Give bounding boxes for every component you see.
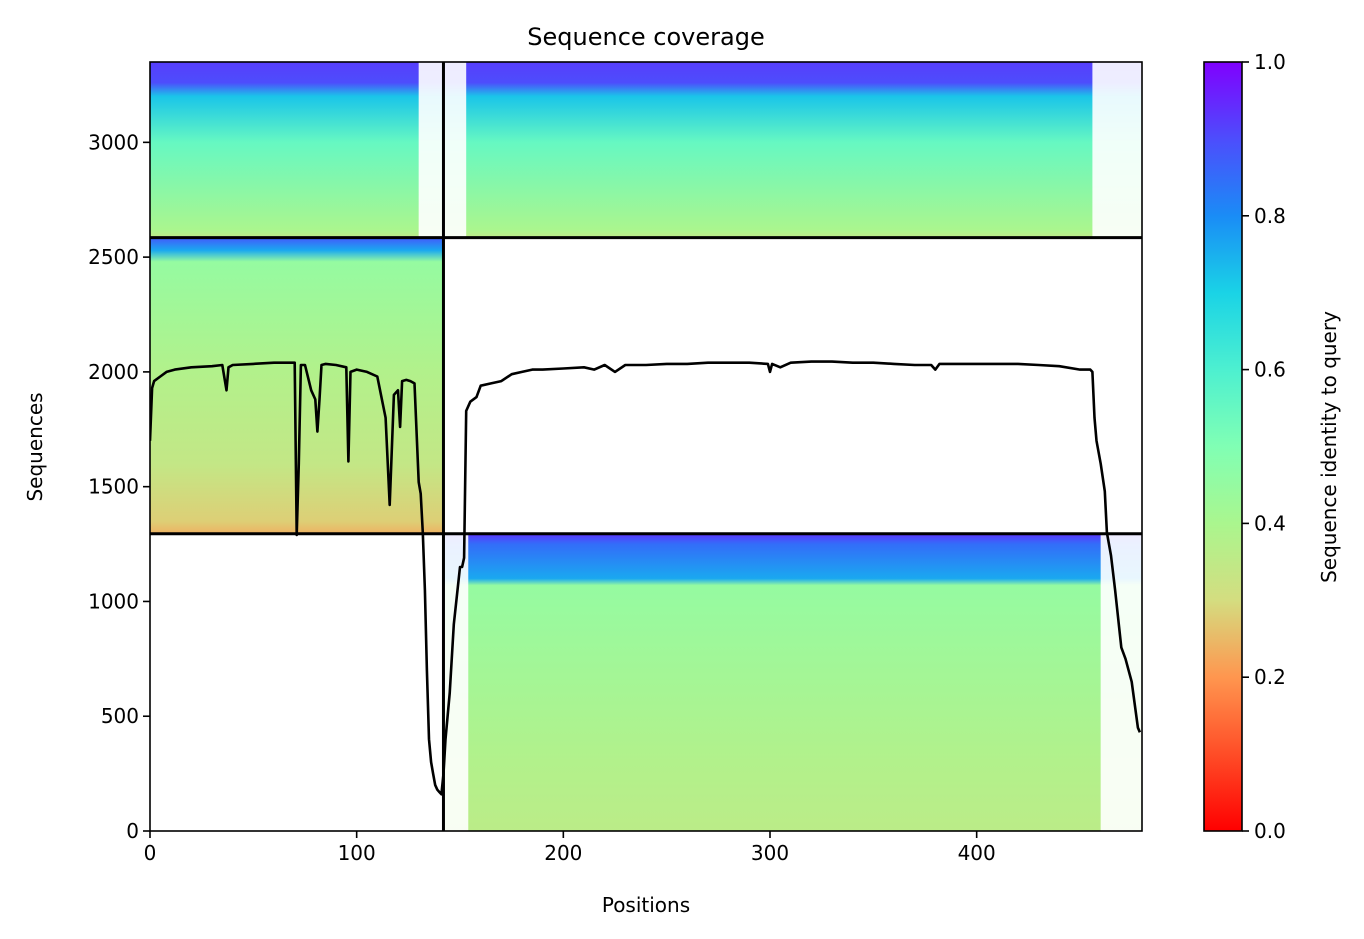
coverage-block-bottom-right (443, 533, 1142, 831)
plot-frame (149, 61, 1143, 832)
colorbar-tick-label: 1.0 (1254, 50, 1286, 74)
colorbar-tick-label: 0.2 (1254, 665, 1286, 689)
y-tick-label: 2500 (88, 245, 139, 269)
coverage-gap (1100, 533, 1142, 831)
x-tick-label: 300 (751, 841, 789, 865)
colorbar-tick-label: 0.6 (1254, 358, 1286, 382)
y-tick-label: 3000 (88, 130, 139, 154)
colorbar-tick-label: 0.8 (1254, 204, 1286, 228)
colorbar-label: Sequence identity to query (1317, 311, 1341, 583)
chart-title: Sequence coverage (527, 23, 764, 51)
x-axis-label: Positions (602, 893, 690, 917)
x-tick-label: 200 (544, 841, 582, 865)
y-tick-label: 1000 (88, 589, 139, 613)
y-tick-label: 2000 (88, 360, 139, 384)
colorbar (1203, 61, 1243, 832)
coverage-gap (443, 62, 467, 238)
coverage-gap (418, 62, 444, 238)
coverage-block-top-full (150, 62, 1142, 238)
colorbar-tick-label: 0.0 (1254, 819, 1286, 843)
x-axis-ticks: 0 100 200 300 400 (144, 831, 996, 865)
coverage-line-layer (150, 360, 1142, 796)
x-tick-label: 100 (338, 841, 376, 865)
y-tick-label: 0 (126, 819, 139, 843)
y-tick-label: 500 (101, 704, 139, 728)
coverage-gap (443, 533, 469, 831)
boundary-lines (150, 62, 1142, 831)
coverage-gap (1092, 62, 1142, 238)
y-axis-ticks: 0 500 1000 1500 2000 2500 3000 (88, 130, 150, 843)
y-tick-label: 1500 (88, 475, 139, 499)
colorbar-ticks: 0.0 0.2 0.4 0.6 0.8 1.0 (1242, 50, 1286, 843)
x-tick-label: 0 (144, 841, 157, 865)
colorbar-tick-label: 0.4 (1254, 511, 1286, 535)
x-tick-label: 400 (958, 841, 996, 865)
coverage-line (150, 360, 1142, 796)
y-axis-label: Sequences (23, 392, 47, 501)
